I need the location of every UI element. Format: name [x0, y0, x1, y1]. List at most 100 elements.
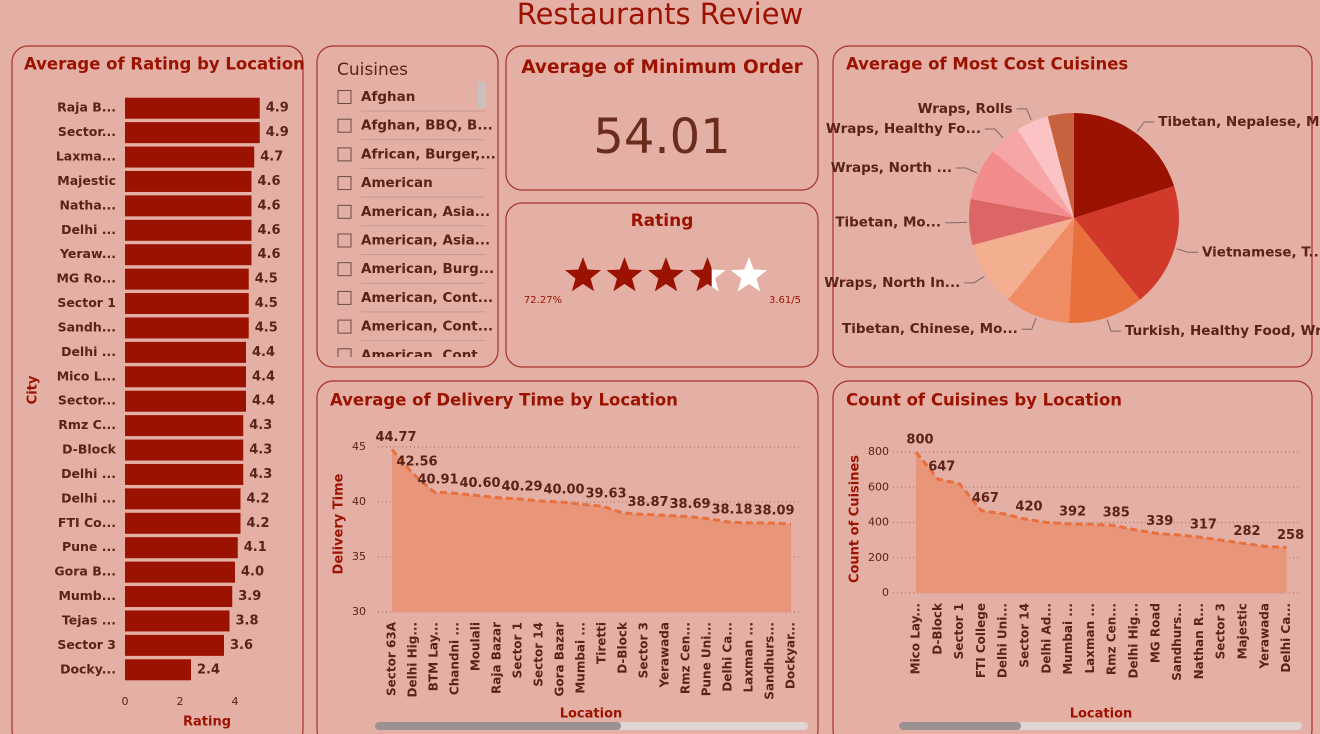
checkbox[interactable] — [337, 147, 352, 162]
y-tick-label: Majestic — [57, 173, 116, 188]
h-scroll-thumb[interactable] — [375, 722, 621, 730]
bar — [125, 122, 260, 144]
x-tick-label: Sector 3 — [1214, 603, 1228, 659]
y-axis-title: City — [26, 375, 41, 404]
checkbox[interactable] — [337, 319, 352, 334]
bar — [125, 244, 252, 266]
y-tick-label: Sector... — [58, 124, 116, 139]
x-tick-label: Sandhurs... — [763, 622, 777, 700]
rating-percent: 72.27% — [524, 295, 562, 306]
checkbox[interactable] — [337, 348, 352, 362]
x-tick-label: MG Road — [1148, 603, 1162, 663]
pie-slice — [970, 151, 1074, 218]
pie-slice — [1074, 186, 1179, 300]
y-tick-label: Delhi ... — [61, 466, 116, 481]
h-scroll-thumb[interactable] — [899, 722, 1021, 730]
data-label: 258 — [1277, 528, 1304, 543]
data-label: 38.09 — [753, 504, 794, 519]
pie-label: Turkish, Healthy Food, Wr... — [1125, 323, 1320, 339]
x-tick-label: Mumbai ... — [1061, 603, 1075, 675]
star-empty — [730, 257, 768, 292]
bar — [125, 390, 246, 412]
checkbox[interactable] — [337, 233, 352, 248]
checkbox[interactable] — [337, 204, 352, 219]
checkbox[interactable] — [337, 290, 352, 305]
page-title: Restaurants Review — [517, 0, 804, 31]
checkbox[interactable] — [337, 118, 352, 133]
x-tick-label: Nathan R... — [1192, 603, 1206, 679]
bar — [125, 610, 230, 632]
leader-line — [1106, 319, 1121, 332]
bar — [125, 170, 252, 192]
data-label: 4.4 — [252, 394, 275, 409]
y-tick-label: 600 — [868, 480, 889, 493]
y-tick-label: Gora B... — [54, 564, 116, 579]
data-label: 4.5 — [255, 296, 278, 311]
star-filled — [689, 257, 712, 292]
y-tick-label: Mumb... — [58, 588, 116, 603]
x-tick-label: Chandni ... — [448, 622, 462, 695]
bar — [125, 415, 244, 437]
slicer-scrollbar[interactable] — [478, 82, 486, 108]
slicer-list: Afghan Afghan, BBQ, B... African, Burger,.… — [337, 89, 496, 362]
y-tick-label: Delhi ... — [61, 344, 116, 359]
y-tick-label: MG Ro... — [56, 271, 116, 286]
data-label: 3.8 — [236, 613, 259, 628]
kpi-panel — [505, 45, 819, 191]
data-label: 317 — [1190, 518, 1217, 533]
data-label: 4.6 — [258, 174, 281, 189]
x-tick-label: BTM Lay... — [427, 622, 441, 691]
checkbox[interactable] — [337, 176, 352, 191]
pie-label: Tibetan, Nepalese, Mom... — [1158, 114, 1320, 130]
area — [392, 449, 791, 612]
checkbox[interactable] — [337, 90, 352, 104]
x-tick-label: Pune Uni... — [700, 622, 714, 696]
x-tick-label: 4 — [232, 695, 239, 708]
data-label: 40.91 — [417, 472, 458, 487]
pie-slice — [1047, 113, 1074, 218]
x-axis-title: Location — [560, 707, 623, 722]
data-label: 4.0 — [241, 565, 264, 580]
x-tick-label: Delhi Ca... — [721, 622, 735, 692]
x-axis-title: Rating — [183, 715, 231, 730]
pie-slice — [969, 199, 1074, 246]
x-tick-label: Raja Bazar — [490, 622, 504, 694]
data-label: 4.6 — [258, 223, 281, 238]
data-label: 40.29 — [501, 479, 542, 494]
bar — [125, 488, 241, 510]
data-label: 4.6 — [258, 247, 281, 262]
x-tick-label: Delhi Hig... — [1127, 603, 1141, 678]
line — [390, 448, 792, 526]
y-tick-label: 800 — [868, 445, 889, 458]
data-label: 385 — [1103, 506, 1130, 521]
checkbox[interactable] — [337, 262, 352, 277]
slicer-item: African, Burger,... — [361, 146, 496, 162]
pie-label: Wraps, Healthy Fo... — [826, 121, 981, 137]
data-label: 4.5 — [255, 320, 278, 335]
data-label: 4.4 — [252, 369, 275, 384]
x-tick-label: Sandhurs... — [1170, 603, 1184, 681]
data-label: 339 — [1146, 514, 1173, 529]
chart-title: Average of Delivery Time by Location — [330, 391, 678, 410]
leader-line — [1176, 248, 1198, 253]
chart-title: Average of Rating by Location — [24, 55, 305, 74]
pie-slice — [1069, 218, 1140, 323]
area — [916, 452, 1287, 593]
star-filled — [564, 257, 602, 292]
x-tick-label: Mumbai ... — [574, 622, 588, 694]
bar — [125, 317, 249, 339]
leader-line — [956, 167, 978, 174]
data-label: 40.60 — [459, 476, 500, 491]
x-tick-label: Delhi Ad... — [1039, 603, 1053, 674]
data-label: 42.56 — [396, 454, 437, 469]
pie-label: Tibetan, Mo... — [835, 215, 941, 231]
x-tick-label: Rmz Cen... — [679, 622, 693, 694]
y-tick-label: Docky... — [60, 661, 116, 676]
slicer-title: Cuisines — [337, 60, 408, 80]
data-label: 40.00 — [543, 483, 584, 498]
x-tick-label: 0 — [122, 695, 129, 708]
data-label: 4.3 — [249, 418, 272, 433]
leader-line — [984, 128, 1004, 139]
x-tick-label: Sector 63A — [385, 621, 399, 696]
slicer-item: American, Cont... — [361, 319, 493, 335]
